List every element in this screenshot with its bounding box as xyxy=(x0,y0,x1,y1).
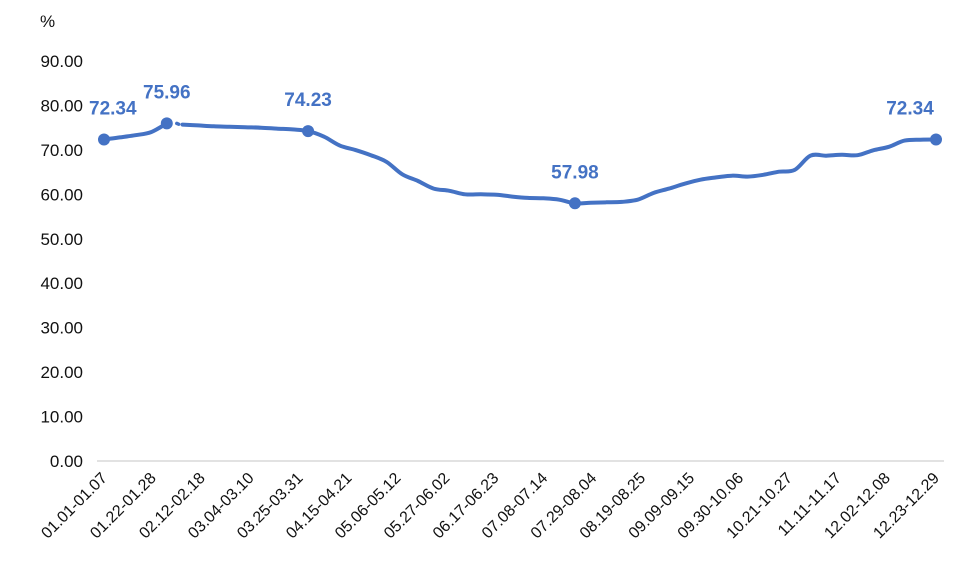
data-label: 72.34 xyxy=(886,98,934,119)
y-tick-label: 40.00 xyxy=(40,274,83,293)
y-tick-label: 20.00 xyxy=(40,363,83,382)
series-markers xyxy=(98,117,942,210)
series-gap-dots xyxy=(175,121,182,127)
data-label: 74.23 xyxy=(284,90,332,111)
data-label: 57.98 xyxy=(551,162,599,183)
data-point-marker xyxy=(568,197,581,210)
data-point-marker xyxy=(98,133,110,146)
y-tick-label: 10.00 xyxy=(40,408,83,427)
data-point-marker xyxy=(930,133,942,146)
y-tick-label: 0.00 xyxy=(50,452,83,471)
y-tick-label: 80.00 xyxy=(40,96,83,115)
data-labels: 72.34 75.96 74.23 57.98 72.34 xyxy=(89,82,934,183)
y-tick-label: 50.00 xyxy=(40,230,83,249)
data-point-marker xyxy=(160,117,173,130)
y-tick-label: 60.00 xyxy=(40,185,83,204)
data-point-marker xyxy=(302,125,315,138)
y-axis-ticks: 0.00 10.00 20.00 30.00 40.00 50.00 60.00 70.00 8… xyxy=(40,52,83,471)
series-line xyxy=(102,121,938,206)
x-axis-ticks: 01.01-01.0701.22-01.2802.12-02.1803.04-0… xyxy=(38,470,942,542)
data-label: 75.96 xyxy=(143,82,191,103)
y-tick-label: 70.00 xyxy=(40,141,83,160)
y-tick-label: 30.00 xyxy=(40,319,83,338)
series-line-segment xyxy=(102,121,169,142)
y-axis-unit: % xyxy=(40,12,55,31)
y-tick-label: 90.00 xyxy=(40,52,83,71)
data-label: 72.34 xyxy=(89,98,137,119)
